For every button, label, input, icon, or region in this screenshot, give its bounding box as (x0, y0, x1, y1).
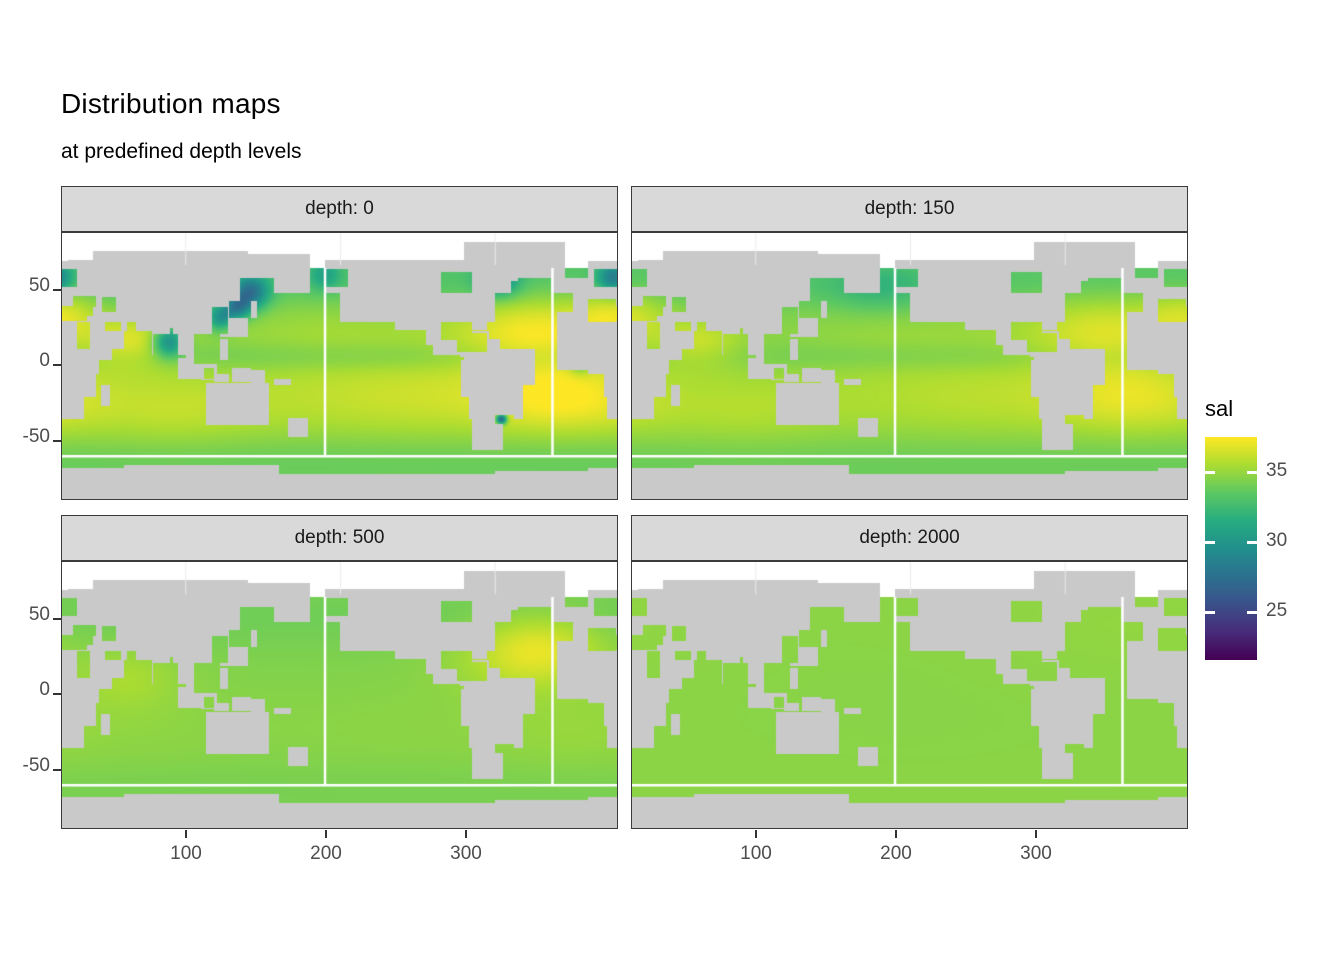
x-tick-mark-left-300 (465, 830, 467, 838)
facet-strip-depth-2000: depth: 2000 (631, 515, 1188, 561)
legend-tick-25-left (1205, 611, 1215, 614)
y-tick-label-top-row-0: 0 (39, 350, 50, 371)
map-panel-depth-150[interactable] (631, 232, 1188, 500)
y-tick-mark-top--50 (53, 440, 61, 442)
x-tick-mark-right-300 (1035, 830, 1037, 838)
x-tick-label-left-200: 200 (310, 843, 342, 864)
x-tick-label-right-300: 300 (1020, 843, 1052, 864)
legend-label-25: 25 (1266, 600, 1288, 621)
facet-strip-label-2: depth: 500 (61, 515, 618, 561)
page-title: Distribution maps (61, 88, 281, 119)
y-tick-label-bottom-row--50: -50 (22, 755, 50, 776)
map-panel-depth-0[interactable] (61, 232, 618, 500)
map-panel-depth-500[interactable] (61, 561, 618, 829)
y-tick-label-top-row--50: -50 (22, 426, 50, 447)
x-tick-label-left-300: 300 (450, 843, 482, 864)
legend-tick-25-right (1247, 611, 1257, 614)
map-canvas-depth-150 (632, 233, 1187, 499)
x-tick-mark-left-200 (325, 830, 327, 838)
x-tick-label-right-200: 200 (880, 843, 912, 864)
legend-label-30: 30 (1266, 530, 1288, 551)
legend-tick-30-right (1247, 541, 1257, 544)
y-tick-mark-bottom--50 (53, 769, 61, 771)
facet-strip-depth-500: depth: 500 (61, 515, 618, 561)
x-tick-mark-right-200 (895, 830, 897, 838)
y-tick-label-top-row-50: 50 (28, 275, 50, 296)
y-tick-label-bottom-row-0: 0 (39, 679, 50, 700)
page-subtitle: at predefined depth levels (61, 140, 302, 163)
legend-label-35: 35 (1266, 460, 1288, 481)
y-tick-mark-bottom-50 (53, 618, 61, 620)
legend-tick-35-left (1205, 471, 1215, 474)
legend-colorbar-canvas (1205, 437, 1257, 660)
map-canvas-depth-500 (62, 562, 617, 828)
y-tick-mark-top-50 (53, 289, 61, 291)
legend-title: sal (1205, 396, 1234, 421)
y-tick-label-bottom-row-50: 50 (28, 604, 50, 625)
facet-strip-depth-0: depth: 0 (61, 186, 618, 232)
x-tick-mark-right-100 (755, 830, 757, 838)
legend-tick-35-right (1247, 471, 1257, 474)
y-tick-mark-bottom-0 (53, 693, 61, 695)
facet-strip-depth-150: depth: 150 (631, 186, 1188, 232)
map-panel-depth-2000[interactable] (631, 561, 1188, 829)
legend-colorbar[interactable] (1205, 437, 1257, 660)
facet-strip-label-0: depth: 0 (61, 186, 618, 232)
map-canvas-depth-2000 (632, 562, 1187, 828)
facet-strip-label-3: depth: 2000 (631, 515, 1188, 561)
x-tick-label-left-100: 100 (170, 843, 202, 864)
y-tick-mark-top-0 (53, 364, 61, 366)
x-tick-label-right-100: 100 (740, 843, 772, 864)
legend-tick-30-left (1205, 541, 1215, 544)
x-tick-mark-left-100 (185, 830, 187, 838)
facet-strip-label-1: depth: 150 (631, 186, 1188, 232)
map-canvas-depth-0 (62, 233, 617, 499)
